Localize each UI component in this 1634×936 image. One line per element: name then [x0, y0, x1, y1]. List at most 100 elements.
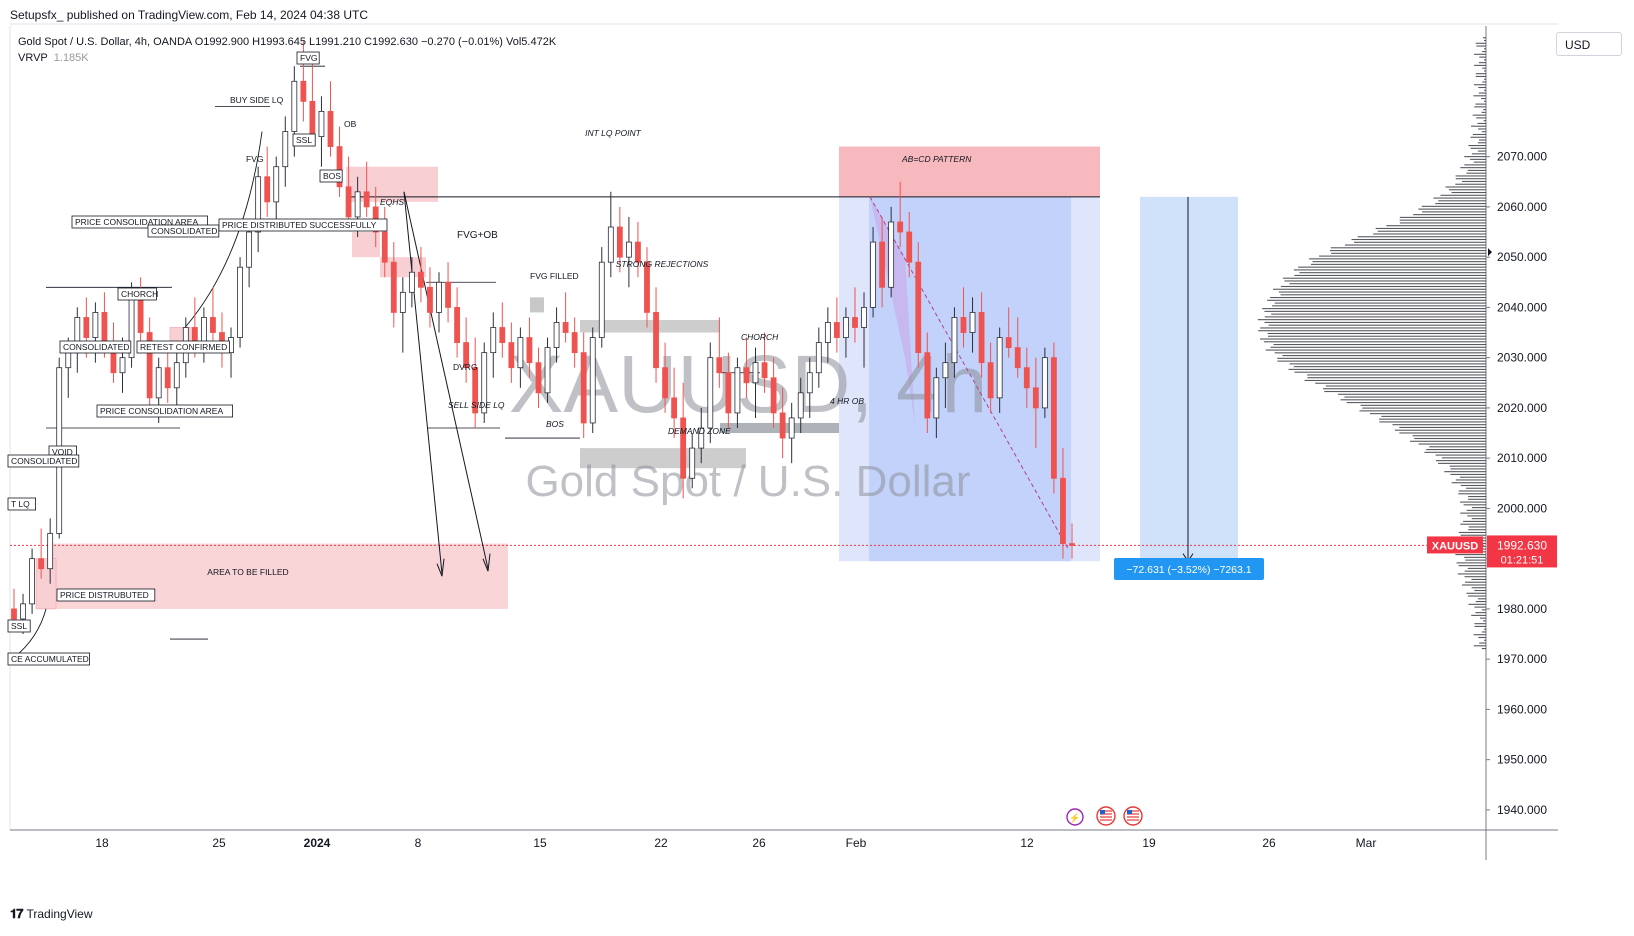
volume-profile-bar: [1470, 136, 1486, 138]
volume-profile-bar: [1357, 236, 1486, 238]
volume-profile-bar: [1459, 476, 1486, 478]
lightning-glyph-icon: ⚡: [1069, 812, 1080, 824]
volume-profile-bar: [1293, 366, 1486, 368]
volume-profile-bar: [1482, 67, 1486, 69]
volume-profile-bar: [1476, 45, 1486, 47]
footer-brand[interactable]: 𝟏𝟕 TradingView: [10, 906, 93, 922]
candle-body: [300, 80, 307, 102]
volume-profile-bar: [1475, 42, 1486, 44]
candle-body: [897, 221, 904, 233]
candle-body: [535, 362, 542, 394]
candle-body: [996, 337, 1003, 399]
volume-profile-bar: [1468, 603, 1486, 605]
y-tick-label: 2020.000: [1497, 401, 1547, 415]
flag-canton: [1127, 810, 1132, 814]
volume-profile-bar: [1477, 598, 1486, 600]
candle-body: [806, 372, 813, 394]
volume-profile-bar: [1483, 109, 1486, 111]
annot-pca-low: PRICE CONSOLIDATION AREA: [100, 406, 223, 416]
candle-body: [942, 362, 949, 379]
annot-fvg-top-box: [296, 51, 320, 65]
volume-profile-bar: [1473, 84, 1486, 86]
volume-profile-bar: [1359, 410, 1486, 412]
lightning-event-icon: [1066, 808, 1084, 826]
candle-body: [544, 347, 551, 394]
candle-body: [318, 111, 325, 137]
vrvp-value: 1.185K: [53, 52, 89, 64]
volume-profile-bar: [1362, 407, 1486, 409]
volume-profile-bar: [1466, 487, 1486, 489]
volume-profile-bar: [1451, 191, 1486, 194]
volume-profile-bar: [1459, 501, 1486, 503]
volume-profile-bar: [1433, 197, 1486, 199]
volume-profile-bar: [1413, 214, 1486, 216]
volume-profile-bar: [1319, 255, 1486, 257]
candle-body: [915, 261, 922, 354]
volume-profile-bar: [1484, 639, 1486, 641]
annot-eqhs: EQHS: [380, 197, 404, 207]
profile-pointer-icon: [1488, 248, 1492, 257]
volume-profile-bar: [1467, 169, 1486, 171]
volume-profile-bar: [1468, 529, 1486, 531]
annot-ssl-top: SSL: [296, 135, 312, 145]
volume-profile-bar: [1455, 183, 1486, 185]
candle-body: [553, 322, 560, 349]
y-tick-label: 1950.000: [1497, 753, 1547, 767]
currency-button[interactable]: USD: [1556, 32, 1622, 56]
abcd-dashed-line: [869, 196, 1069, 549]
annot-retest-confirmed: RETEST CONFIRMED: [140, 342, 227, 352]
volume-profile-bar: [1331, 252, 1486, 254]
volume-profile-bar: [1478, 128, 1486, 130]
candle-body: [1032, 387, 1039, 409]
volume-profile-bar: [1464, 570, 1486, 572]
volume-profile-bar: [1463, 520, 1486, 522]
volume-profile-bar: [1465, 581, 1486, 583]
volume-profile-bar: [1273, 288, 1486, 290]
y-tick-label: 1960.000: [1497, 702, 1547, 716]
candle-body: [336, 146, 343, 188]
candle-body: [499, 327, 506, 343]
candle-body: [906, 231, 913, 263]
volume-profile-bar: [1455, 479, 1486, 481]
candle-body: [445, 281, 451, 308]
volume-profile-bar: [1373, 233, 1486, 235]
candle-body: [571, 332, 578, 354]
volume-profile-bar: [1481, 648, 1486, 650]
volume-profile-bar: [1467, 515, 1486, 517]
volume-profile-bar: [1379, 421, 1486, 423]
volume-profile-bar: [1471, 507, 1486, 509]
volume-profile-bar: [1484, 89, 1486, 91]
volume-profile-bar: [1444, 471, 1486, 473]
price-tag-value: 1992.630: [1497, 538, 1547, 552]
annot-price-distributed-successfully-box: [218, 218, 388, 232]
publish-info: Setupsfx_ published on TradingView.com, …: [10, 8, 369, 22]
candle-body: [689, 447, 696, 479]
candle-body: [354, 191, 361, 218]
candle-body: [508, 342, 515, 369]
volume-profile-bar: [1470, 158, 1486, 160]
annot-consolidated-mid: CONSOLIDATED: [63, 342, 129, 352]
y-tick-label: 1940.000: [1497, 803, 1547, 817]
volume-profile-bar: [1399, 432, 1486, 434]
volume-profile-bar: [1467, 567, 1486, 569]
volume-profile-bar: [1462, 584, 1486, 586]
candle-body: [815, 342, 822, 374]
volume-profile-bar: [1438, 200, 1486, 202]
volume-profile-bar: [1472, 114, 1486, 116]
annot-accumulated-box: [7, 652, 90, 666]
vrvp-label: VRVP: [18, 52, 48, 64]
candle-body: [833, 322, 840, 338]
candle-body: [879, 241, 886, 288]
volume-profile-bar: [1386, 225, 1486, 227]
volume-profile-bar: [1484, 78, 1486, 80]
candle-body: [644, 261, 650, 313]
volume-profile-bar: [1477, 142, 1486, 144]
volume-profile-bar: [1280, 294, 1486, 296]
volume-profile-bar: [1479, 642, 1486, 644]
candle-body: [146, 332, 153, 399]
candle-body: [635, 241, 641, 263]
candle-body: [734, 367, 741, 414]
annot-accumulated: CE ACCUMULATED: [11, 654, 89, 664]
